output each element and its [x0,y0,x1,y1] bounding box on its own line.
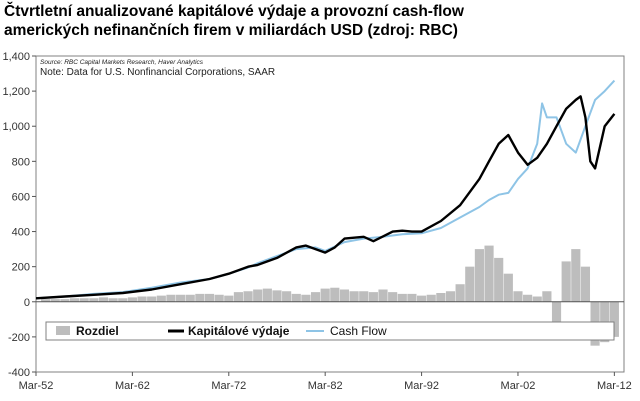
series-lines [35,79,616,300]
diff-bar [388,292,398,302]
x-tick-label: Mar-52 [19,380,54,392]
diff-bar [50,299,60,302]
x-ticks: Mar-52 Mar-62 Mar-72 Mar-82 Mar-92 Mar-02 Mar-… [19,372,632,392]
diff-bar [166,294,176,302]
x-tick-label: Mar-62 [115,380,150,392]
legend: Rozdiel Kapitálové výdaje Cash Flow [45,321,615,341]
diff-bar [118,298,128,302]
diff-bar [98,297,109,302]
diff-bar [426,294,436,302]
diff-bar [494,257,504,302]
y-tick-label: 200 [12,262,30,274]
y-tick-label: 400 [12,227,30,239]
chart-title-line-1: Čtvrtletní anualizované kapitálové výdaj… [4,3,464,20]
y-tick-label: 800 [12,156,30,168]
y-tick-label: -400 [8,367,30,379]
y-tick-label: 1,400 [2,51,30,63]
y-tick-label: 600 [12,191,30,203]
y-tick-label: -200 [8,332,30,344]
diff-bar [397,293,407,302]
diff-bar [436,293,446,302]
diff-bar [224,295,234,302]
diff-bar [253,289,263,302]
diff-bar [89,298,99,302]
diff-bar [359,291,369,302]
x-tick-label: Mar-92 [404,380,439,392]
diff-bar [523,294,533,302]
legend-label-cashflow: Cash Flow [330,324,387,338]
plot-frame [35,55,625,373]
diff-bar [137,296,147,302]
diff-bar [445,291,456,302]
diff-bar [108,298,118,302]
diff-bar [291,293,301,302]
diff-bar [455,284,465,302]
diff-bar [185,294,195,302]
diff-bar [127,297,137,302]
diff-bar [310,292,321,302]
y-tick-label: 1,000 [2,121,30,133]
diff-bar [474,249,484,302]
diff-bar [378,289,388,302]
diff-bar [532,296,542,302]
x-tick-label: Mar-72 [211,380,246,392]
legend-box [45,321,615,341]
note-annotation: Note: Data for U.S. Nonfinancial Corpora… [40,67,275,78]
diff-bar [330,287,340,302]
diff-bar [147,296,157,302]
y-tick-label: 1,200 [2,86,30,98]
diff-bar [243,291,253,302]
y-tick-label: 0 [24,297,30,309]
chart-title-line-2: amerických nefinančních firem v miliardá… [4,22,458,39]
diff-bar [465,266,475,302]
diff-bar [580,266,591,302]
diff-bar [60,299,70,302]
diff-bar [561,261,571,302]
diff-bar [484,245,494,302]
diff-bar [282,291,292,302]
diff-bar [69,298,80,302]
diff-bar [79,298,89,302]
diff-bar [262,288,272,302]
diff-bar [214,294,224,302]
diff-bar [195,293,205,302]
diff-bar [41,299,51,302]
chart-title: Čtvrtletní anualizované kapitálové výdaj… [4,2,634,40]
diff-bar [513,291,523,302]
diff-bar [551,301,562,329]
y-ticks: -400 -200 0 200 400 600 800 1,000 1,200 1,400 [2,51,36,379]
diff-bar [416,295,427,302]
legend-swatch-diff [56,326,70,335]
source-annotation: Source: RBC Capital Markets Research, Ha… [40,59,204,66]
diff-bar [571,249,581,302]
diff-bar [301,294,311,302]
diff-bar [176,294,186,302]
diff-bar [204,293,215,302]
diff-bar [349,291,359,302]
diff-bar [272,290,282,302]
diff-bar [542,291,552,302]
capex-line [35,95,616,300]
x-tick-label: Mar-82 [308,380,343,392]
x-tick-label: Mar-02 [501,380,536,392]
diff-bar [339,289,350,302]
diff-bar [368,292,378,302]
chart-plot: -400 -200 0 200 400 600 800 1,000 1,200 1,400 Mar… [2,51,632,392]
diff-bar [503,273,513,302]
diff-bar [320,288,330,302]
diff-bar [407,293,417,302]
diff-bar [156,295,166,302]
legend-label-capex: Kapitálové výdaje [188,324,290,338]
diff-bar [609,301,619,337]
legend-label-diff: Rozdiel [76,324,119,338]
x-tick-label: Mar-12 [597,380,632,392]
diff-bar [233,292,244,302]
